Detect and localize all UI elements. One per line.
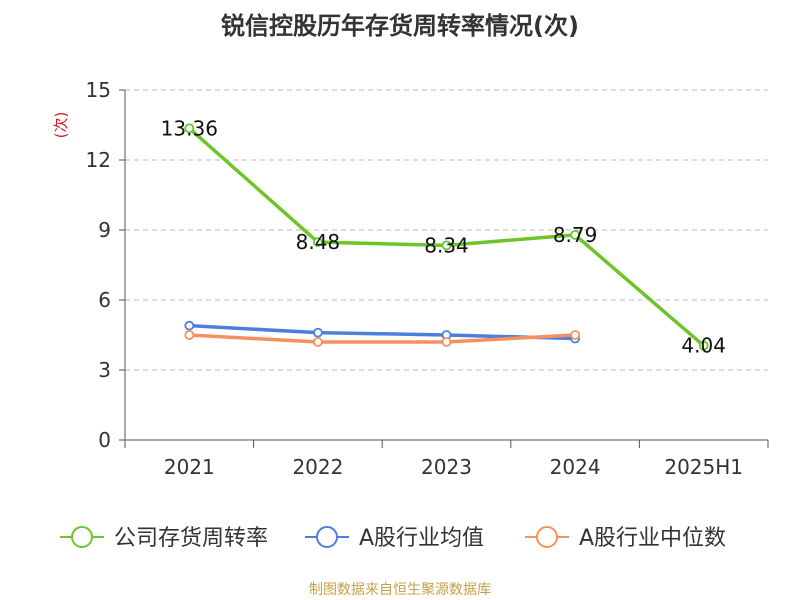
data-label: 8.48 xyxy=(296,230,341,254)
legend-circle-icon xyxy=(536,526,558,548)
data-label: 8.79 xyxy=(553,223,598,247)
y-tick-label: 3 xyxy=(98,358,111,382)
legend-item: 公司存货周转率 xyxy=(60,526,268,551)
data-point xyxy=(184,320,195,331)
y-tick-label: 9 xyxy=(98,218,111,242)
data-point xyxy=(312,327,323,338)
data-point xyxy=(570,330,580,340)
legend-circle-icon xyxy=(316,526,338,548)
legend-circle-icon xyxy=(71,526,93,548)
source-note: 制图数据来自恒生聚源数据库 xyxy=(309,582,491,598)
series-layer xyxy=(184,123,709,351)
x-tick-label: 2021 xyxy=(164,455,215,479)
data-point xyxy=(312,337,323,347)
chart-title: 锐信控股历年存货周转率情况(次) xyxy=(221,12,579,40)
x-tick-label: 2023 xyxy=(421,455,472,479)
data-point xyxy=(698,340,709,351)
x-tick-label: 2024 xyxy=(550,455,601,479)
y-axis-label: (次) xyxy=(52,112,70,139)
data-point xyxy=(184,330,195,340)
legend-label: 公司存货周转率 xyxy=(114,526,268,551)
x-tick-label: 2022 xyxy=(292,455,343,479)
legend: 公司存货周转率 A股行业均值 A股行业中位数 xyxy=(60,526,726,551)
y-tick-label: 12 xyxy=(86,148,111,172)
legend-item: A股行业中位数 xyxy=(525,526,726,551)
data-point xyxy=(184,123,195,134)
data-point xyxy=(441,337,452,347)
data-label: 4.04 xyxy=(681,334,726,358)
data-point xyxy=(312,237,323,248)
data-label: 13.36 xyxy=(161,116,218,140)
x-tick-label: 2025H1 xyxy=(664,455,743,479)
data-label-layer: 13.36 8.48 8.34 8.79 4.04 xyxy=(161,116,726,357)
axis-layer: 0 3 6 9 12 15 2021 2022 2023 2024 2025H1 (次) xyxy=(52,78,769,479)
series-line xyxy=(189,333,576,344)
y-tick-label: 15 xyxy=(86,78,111,102)
y-tick-label: 6 xyxy=(98,288,111,312)
data-point xyxy=(441,240,452,251)
legend-item: A股行业均值 xyxy=(305,526,484,551)
y-tick-label: 0 xyxy=(98,428,111,452)
data-label: 8.34 xyxy=(424,233,469,257)
legend-label: A股行业中位数 xyxy=(579,526,726,551)
grid-layer xyxy=(125,89,768,371)
legend-label: A股行业均值 xyxy=(359,526,484,551)
data-point xyxy=(570,229,580,240)
